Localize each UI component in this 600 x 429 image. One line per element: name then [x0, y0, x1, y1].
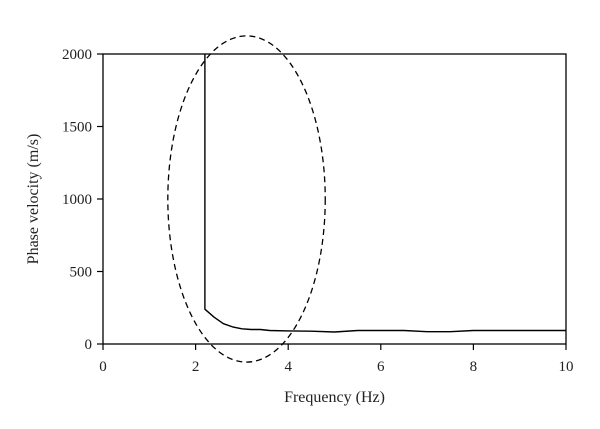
y-axis-ticks: 0 500 1000 1500 2000	[62, 47, 103, 353]
y-axis-title: Phase velocity (m/s)	[25, 134, 42, 265]
y-tick-label: 2000	[62, 47, 92, 63]
x-axis-ticks: 0 2 4 6 8 10	[99, 344, 574, 375]
annotation-layer	[167, 35, 326, 363]
series-line	[204, 54, 566, 333]
x-tick-label: 10	[559, 359, 574, 375]
plot-frame	[102, 53, 567, 345]
y-tick-label: 1000	[62, 192, 92, 208]
x-tick-label: 0	[99, 359, 107, 375]
series-layer	[204, 54, 566, 333]
x-tick-label: 2	[192, 359, 200, 375]
dashed-ellipse-annotation	[167, 35, 326, 363]
x-axis-title: Frequency (Hz)	[284, 389, 385, 406]
y-tick-label: 0	[85, 337, 93, 353]
x-tick-label: 6	[377, 359, 385, 375]
y-tick-label: 1500	[62, 120, 92, 136]
y-tick-label: 500	[70, 265, 93, 281]
x-tick-label: 8	[470, 359, 478, 375]
x-tick-label: 4	[284, 359, 292, 375]
